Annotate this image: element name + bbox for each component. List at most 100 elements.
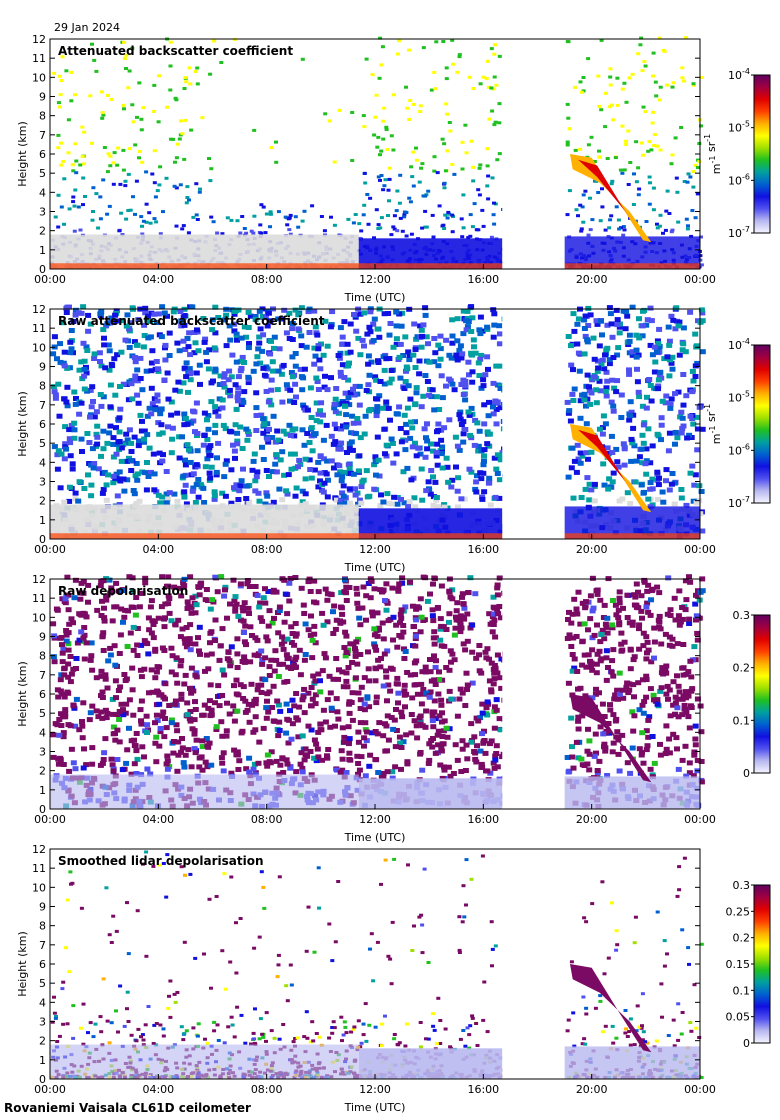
heatmap-cell <box>119 318 126 324</box>
heatmap-cell <box>689 368 696 374</box>
heatmap-cell <box>168 450 175 456</box>
heatmap-cell <box>244 231 249 235</box>
heatmap-cell <box>51 334 58 340</box>
heatmap-cell <box>72 229 77 233</box>
heatmap-cell <box>410 352 417 358</box>
heatmap-cell <box>354 600 361 606</box>
heatmap-cell <box>293 691 300 696</box>
heatmap-cell <box>61 363 68 369</box>
heatmap-cell <box>299 499 306 505</box>
heatmap-cell <box>179 736 185 741</box>
heatmap-cell <box>464 611 471 617</box>
heatmap-cell <box>658 422 665 428</box>
heatmap-cell <box>188 610 195 616</box>
heatmap-cell <box>367 407 374 412</box>
heatmap-cell <box>350 386 356 392</box>
heatmap-cell <box>465 409 472 415</box>
heatmap-cell <box>308 613 314 619</box>
heatmap-cell <box>459 351 466 357</box>
heatmap-cell <box>175 752 182 758</box>
heatmap-cell <box>86 717 93 723</box>
heatmap-cell <box>417 180 422 184</box>
heatmap-cell <box>100 116 105 120</box>
heatmap-cell <box>490 404 496 410</box>
heatmap-cell <box>315 459 322 465</box>
heatmap-cell <box>381 426 388 432</box>
heatmap-cell <box>65 592 72 598</box>
heatmap-cell <box>62 711 69 717</box>
heatmap-cell <box>448 355 455 361</box>
heatmap-cell <box>357 697 364 703</box>
heatmap-cell <box>113 308 120 314</box>
heatmap-cell <box>385 500 392 506</box>
heatmap-cell <box>686 172 691 176</box>
heatmap-cell <box>357 311 364 317</box>
heatmap-cell <box>438 697 445 703</box>
y-tick-label: 10 <box>32 71 46 84</box>
heatmap-cell <box>78 163 83 167</box>
y-tick-label: 8 <box>39 110 46 123</box>
heatmap-cell <box>482 372 489 378</box>
heatmap-cell <box>433 394 440 400</box>
heatmap-cell <box>568 644 575 649</box>
heatmap-cell <box>292 381 299 387</box>
heatmap-cell <box>463 327 470 333</box>
heatmap-cell <box>444 734 451 740</box>
heatmap-cell <box>235 398 241 404</box>
heatmap-cell <box>148 630 155 636</box>
heatmap-cell <box>163 491 170 497</box>
heatmap-cell <box>609 182 614 186</box>
heatmap-cell <box>372 729 379 734</box>
heatmap-cell <box>355 420 362 426</box>
heatmap-cell <box>136 498 143 504</box>
heatmap-cell <box>392 764 399 770</box>
heatmap-cell <box>124 312 131 318</box>
heatmap-cell <box>460 331 467 337</box>
heatmap-cell <box>92 58 97 62</box>
heatmap-cell <box>119 211 124 215</box>
heatmap-cell <box>452 172 457 176</box>
heatmap-cell <box>464 756 471 762</box>
heatmap-cell <box>322 229 327 233</box>
heatmap-cell <box>102 672 109 678</box>
heatmap-cell <box>276 608 283 613</box>
heatmap-cell <box>422 664 429 670</box>
heatmap-cell <box>59 650 66 656</box>
heatmap-cell <box>453 464 459 470</box>
heatmap-cell <box>398 709 405 715</box>
heatmap-cell <box>346 710 353 716</box>
heatmap-cell <box>447 773 454 779</box>
heatmap-cell <box>268 338 274 344</box>
heatmap-cell <box>431 407 438 413</box>
heatmap-cell <box>106 577 113 583</box>
heatmap-cell <box>99 90 104 94</box>
heatmap-cell <box>152 407 159 413</box>
heatmap-cell <box>665 448 672 454</box>
heatmap-cell <box>303 344 310 350</box>
heatmap-cell <box>651 110 655 114</box>
heatmap-cell <box>609 658 616 664</box>
heatmap-cell <box>98 403 105 409</box>
heatmap-cell <box>395 700 401 706</box>
heatmap-cell <box>391 494 398 500</box>
heatmap-cell <box>176 455 183 461</box>
heatmap-cell <box>98 668 105 674</box>
heatmap-cell <box>344 341 351 347</box>
heatmap-cell <box>689 234 694 238</box>
heatmap-cell <box>212 39 217 43</box>
heatmap-cell <box>626 417 633 423</box>
heatmap-cell <box>490 176 495 180</box>
heatmap-cell <box>469 369 476 375</box>
heatmap-cell <box>616 620 623 626</box>
data-gap <box>502 39 565 269</box>
heatmap-cell <box>116 717 123 722</box>
heatmap-cell <box>212 422 219 428</box>
heatmap-cell <box>672 441 678 447</box>
heatmap-cell <box>260 332 267 338</box>
heatmap-cell <box>362 773 369 779</box>
heatmap-cell <box>199 744 206 750</box>
heatmap-cell <box>471 87 476 90</box>
heatmap-cell <box>80 154 85 158</box>
heatmap-cell <box>687 470 694 476</box>
